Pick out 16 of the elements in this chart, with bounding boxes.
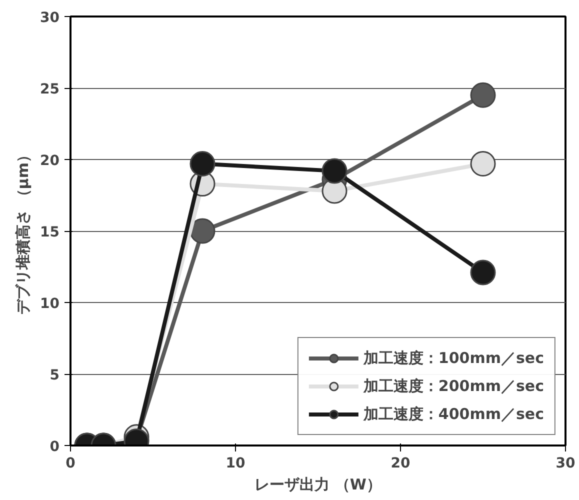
y-tick-label: 25 [40, 82, 60, 98]
legend-label: 加工速度：200mm／sec [363, 376, 544, 396]
y-tick-label: 5 [50, 368, 60, 384]
x-tick-label: 10 [226, 456, 246, 472]
y-tick-label: 0 [50, 439, 60, 455]
y-tick-label: 20 [40, 153, 60, 169]
x-tick-label: 0 [66, 456, 76, 472]
legend-label: 加工速度：400mm／sec [363, 404, 544, 424]
y-axis-title: デブリ堆積高さ （μm） [14, 148, 32, 314]
legend-label: 加工速度：100mm／sec [363, 348, 544, 368]
y-tick-label: 15 [40, 224, 60, 240]
x-tick-label: 30 [556, 456, 576, 472]
x-axis-title: レーザ出力 （W） [254, 476, 382, 494]
x-tick-label: 20 [390, 456, 410, 472]
y-tick-label: 10 [40, 296, 60, 312]
y-tick-label: 30 [40, 10, 60, 26]
